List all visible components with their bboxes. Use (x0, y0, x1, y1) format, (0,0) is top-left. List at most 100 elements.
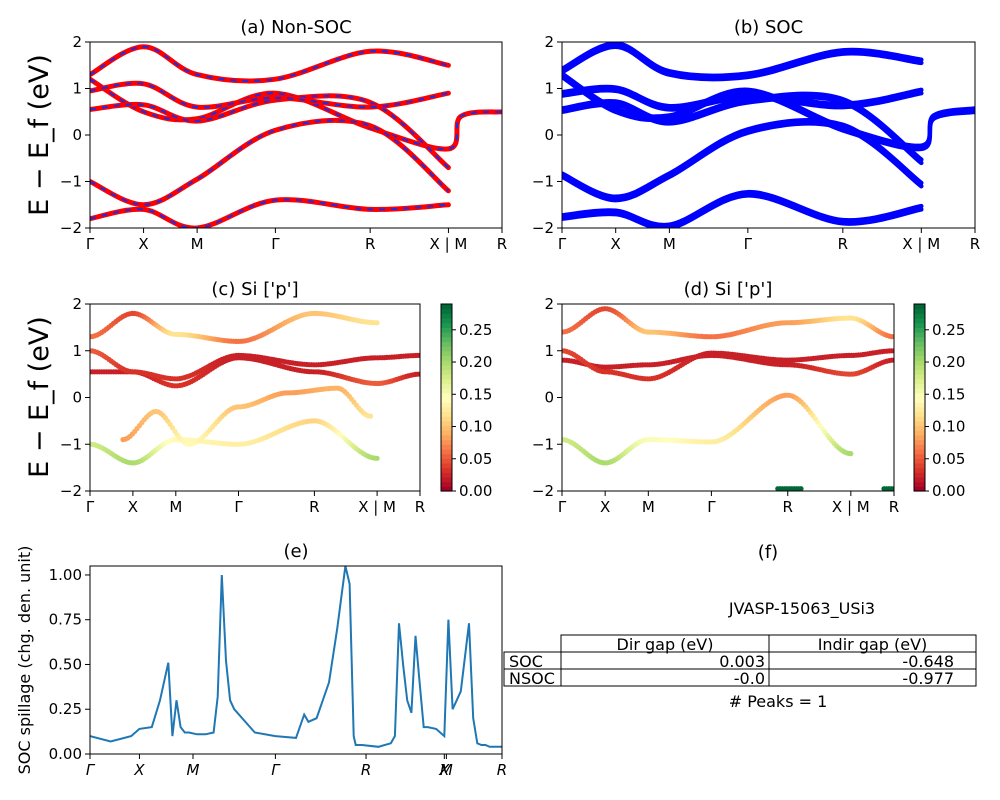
colorbar-segment (914, 476, 925, 483)
colorbar-segment (914, 448, 925, 455)
panel-title: (d) Si ['p'] (684, 279, 773, 300)
x-tick-label: M (191, 235, 204, 253)
colorbar-segment (914, 388, 925, 394)
colorbar-tick-label: 0.10 (932, 418, 965, 436)
band-line-split (562, 71, 975, 149)
x-tick-label: M (169, 498, 182, 516)
colorbar-segment (914, 318, 925, 324)
colorbar-segment (441, 350, 452, 357)
colorbar-segment (914, 411, 925, 417)
colorbar-segment (914, 378, 925, 385)
panel-title: (e) (283, 541, 308, 562)
x-tick-label: X (611, 235, 621, 253)
colorbar-segment (441, 416, 452, 422)
colorbar-segment (441, 448, 452, 455)
colorbar-tick-label: 0.15 (459, 385, 492, 403)
table-footer: # Peaks = 1 (729, 692, 828, 711)
colorbar-segment (441, 444, 452, 450)
colorbar-segment (914, 364, 925, 371)
band-group (562, 42, 975, 228)
colorbar-segment (914, 481, 925, 487)
colorbar-segment (914, 453, 925, 459)
table-value: -0.977 (902, 669, 954, 688)
colorbar-segment (441, 388, 452, 394)
colorbar-segment (441, 402, 452, 408)
colorbar-segment (441, 434, 452, 441)
y-tick-label: 1 (544, 342, 554, 360)
panel-title: (a) Non-SOC (240, 17, 351, 38)
y-axis-label: E − E_f (eV) (24, 54, 55, 216)
x-tick-label: Γ (558, 235, 567, 253)
x-tick-label: M (440, 761, 453, 779)
y-tick-label: −1 (532, 173, 554, 191)
x-tick-label: Γ (558, 498, 567, 516)
scatter-point (891, 357, 894, 363)
colorbar-segment (914, 332, 925, 338)
spillage-line (90, 566, 502, 748)
table-value: -0.0 (734, 669, 765, 688)
plot-frame (89, 41, 503, 229)
x-tick-label: Γ (86, 761, 96, 779)
colorbar-segment (914, 304, 925, 310)
colorbar-segment (914, 472, 925, 478)
colorbar-segment (914, 467, 925, 473)
colorbar-tick-label: 0.05 (932, 450, 965, 468)
colorbar-tick-label: 0.05 (459, 450, 492, 468)
x-tick-label: Γ (271, 761, 281, 779)
y-tick-label: −2 (60, 482, 82, 500)
y-tick-label: 0 (72, 389, 82, 407)
x-tick-label: R (309, 498, 319, 516)
x-tick-label: R (497, 761, 507, 779)
y-tick-label: 1 (72, 80, 82, 98)
colorbar-segment (441, 332, 452, 338)
colorbar-segment (914, 462, 925, 469)
band-line (562, 44, 924, 82)
x-tick-label: R (970, 235, 980, 253)
band-line-red (90, 197, 451, 228)
colorbar-segment (914, 416, 925, 422)
x-tick-label: X (138, 235, 148, 253)
scatter-point (417, 371, 420, 377)
table-row-label: SOC (509, 652, 543, 671)
table-header: Dir gap (eV) (617, 635, 714, 654)
y-tick-label: 1 (544, 80, 554, 98)
colorbar-segment (914, 397, 925, 403)
plot-frame (89, 565, 503, 755)
colorbar-segment (914, 341, 925, 347)
colorbar-segment (441, 304, 452, 310)
y-tick-label: 0.75 (49, 611, 82, 629)
x-tick-label: Γ (707, 498, 716, 516)
x-tick-label: X (600, 498, 610, 516)
x-tick-label: M (642, 498, 655, 516)
colorbar-segment (441, 322, 452, 328)
table-cell (768, 668, 977, 687)
colorbar-segment (441, 346, 452, 352)
x-tick-label: M (663, 235, 676, 253)
y-tick-label: −2 (532, 482, 554, 500)
y-tick-label: −1 (532, 435, 554, 453)
colorbar-tick-label: 0.25 (932, 321, 965, 339)
band-line-red (90, 80, 451, 110)
x-tick-label: R (889, 498, 899, 516)
colorbar-tick-label: 0.25 (459, 321, 492, 339)
band-line-split (562, 117, 924, 200)
band-line (562, 94, 924, 166)
y-tick-label: 2 (544, 295, 554, 313)
band-line-split (562, 189, 924, 228)
colorbar-segment (441, 420, 452, 427)
colorbar-segment (914, 402, 925, 408)
y-tick-label: 2 (72, 33, 82, 51)
y-tick-label: 0.50 (49, 655, 82, 673)
colorbar-segment (914, 308, 925, 314)
colorbar-segment (914, 369, 925, 375)
colorbar-segment (914, 336, 925, 342)
colorbar-segment (441, 383, 452, 389)
x-tick-label: R (497, 235, 507, 253)
colorbar-segment (441, 406, 452, 413)
band-line-split (562, 42, 924, 78)
x-tick-label: R (838, 235, 848, 253)
scatter-point (891, 334, 894, 340)
x-tick-label: X (128, 498, 138, 516)
colorbar-segment (441, 308, 452, 314)
